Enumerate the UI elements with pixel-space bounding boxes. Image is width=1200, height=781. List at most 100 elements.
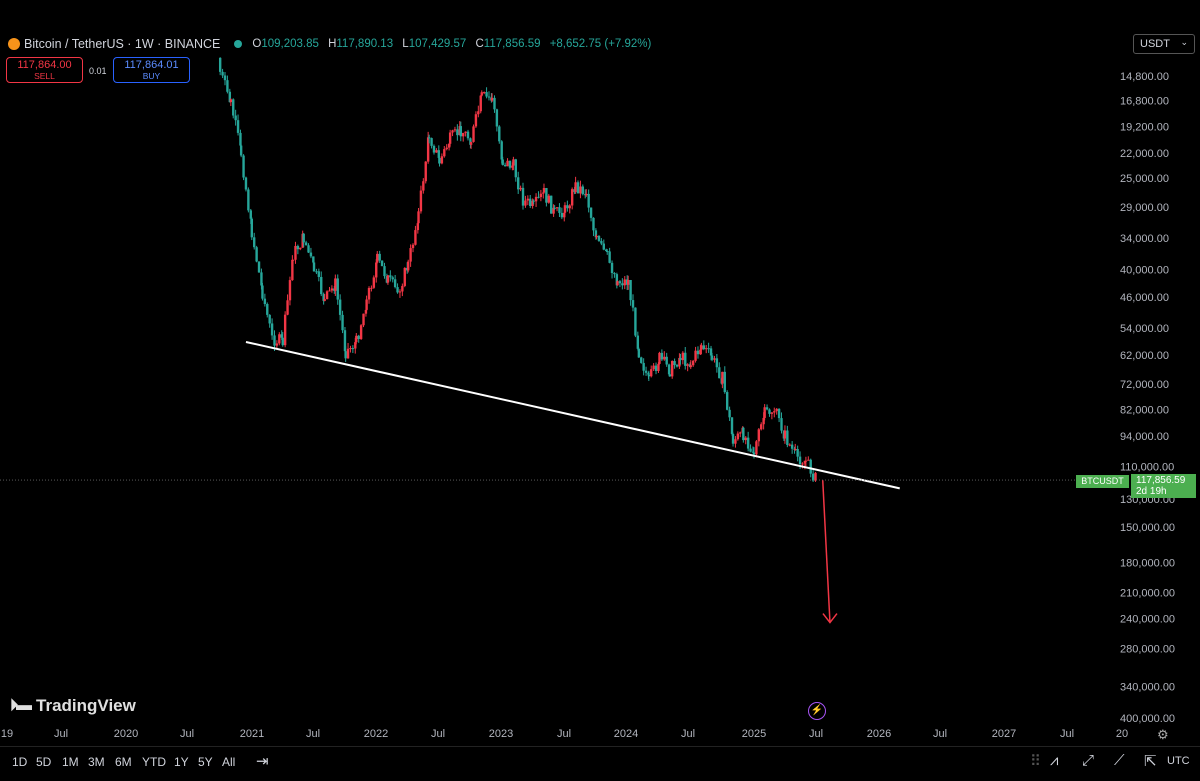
candle[interactable]: [691, 359, 695, 367]
candle[interactable]: [768, 408, 771, 417]
candle[interactable]: [519, 185, 522, 192]
candle[interactable]: [275, 340, 279, 350]
candle[interactable]: [364, 309, 368, 317]
candle[interactable]: [600, 238, 603, 246]
candle[interactable]: [330, 285, 334, 293]
candle[interactable]: [493, 95, 496, 113]
candle[interactable]: [807, 456, 810, 461]
candle[interactable]: [560, 207, 564, 220]
candle[interactable]: [623, 276, 626, 290]
candle[interactable]: [581, 184, 585, 196]
candle[interactable]: [775, 408, 778, 415]
candle[interactable]: [542, 183, 546, 193]
candle[interactable]: [407, 259, 410, 273]
candle[interactable]: [325, 290, 329, 300]
candle[interactable]: [579, 180, 582, 199]
candle[interactable]: [618, 280, 622, 288]
candle[interactable]: [742, 426, 745, 443]
candle[interactable]: [229, 98, 233, 107]
candle[interactable]: [261, 282, 264, 301]
candle[interactable]: [783, 425, 787, 444]
candle[interactable]: [721, 371, 724, 389]
symbol-title[interactable]: Bitcoin / TetherUS · 1W · BINANCE: [24, 37, 221, 51]
candle[interactable]: [236, 114, 240, 136]
candle[interactable]: [696, 346, 700, 359]
candle[interactable]: [386, 275, 390, 285]
candle[interactable]: [286, 294, 289, 316]
candle[interactable]: [250, 217, 254, 241]
candle[interactable]: [731, 432, 735, 447]
candle[interactable]: [424, 161, 427, 184]
candle[interactable]: [684, 347, 687, 370]
candle[interactable]: [615, 272, 619, 289]
candle[interactable]: [757, 428, 761, 447]
candle[interactable]: [765, 404, 769, 411]
candle[interactable]: [427, 134, 431, 144]
candle[interactable]: [294, 241, 297, 264]
candle[interactable]: [426, 131, 430, 164]
candle[interactable]: [531, 198, 534, 209]
candle[interactable]: [464, 131, 467, 137]
candle[interactable]: [694, 346, 697, 363]
candle[interactable]: [253, 232, 256, 250]
candle[interactable]: [375, 259, 378, 283]
candle[interactable]: [652, 363, 655, 372]
candle[interactable]: [469, 141, 473, 149]
candle[interactable]: [341, 310, 344, 334]
candle[interactable]: [409, 244, 412, 267]
candle[interactable]: [730, 417, 734, 436]
timeframe-3m[interactable]: 3M: [88, 755, 105, 769]
candle[interactable]: [495, 108, 499, 132]
candle[interactable]: [610, 260, 614, 279]
candle[interactable]: [597, 235, 601, 242]
candle[interactable]: [667, 363, 671, 376]
candle[interactable]: [553, 205, 556, 210]
candle[interactable]: [594, 228, 598, 240]
candle[interactable]: [315, 268, 318, 275]
candle[interactable]: [448, 129, 452, 147]
candle[interactable]: [537, 191, 540, 199]
candle[interactable]: [503, 162, 507, 167]
candle[interactable]: [376, 251, 379, 264]
candle[interactable]: [751, 446, 755, 453]
candle[interactable]: [512, 156, 515, 171]
candle[interactable]: [760, 422, 763, 431]
trendline[interactable]: [245, 340, 900, 490]
candle[interactable]: [226, 75, 229, 94]
indicator-pattern-icon[interactable]: ⩘: [1050, 752, 1059, 769]
candle[interactable]: [621, 278, 624, 290]
candle[interactable]: [728, 406, 731, 421]
candle[interactable]: [447, 143, 451, 151]
candle[interactable]: [547, 193, 550, 204]
candle[interactable]: [700, 342, 703, 355]
candle[interactable]: [689, 360, 692, 370]
candle[interactable]: [715, 354, 719, 373]
candle[interactable]: [482, 91, 486, 95]
timeframe-1y[interactable]: 1Y: [174, 755, 189, 769]
candle[interactable]: [668, 369, 671, 377]
candle[interactable]: [736, 431, 740, 441]
candle[interactable]: [702, 340, 706, 351]
candle[interactable]: [291, 255, 294, 281]
candle[interactable]: [474, 111, 478, 128]
candle[interactable]: [521, 182, 525, 210]
candle[interactable]: [658, 351, 661, 365]
candle[interactable]: [563, 202, 567, 215]
candle[interactable]: [678, 353, 681, 369]
candle[interactable]: [686, 363, 689, 372]
lightning-icon[interactable]: ⚡: [808, 702, 826, 720]
candle[interactable]: [514, 158, 517, 182]
candle[interactable]: [411, 243, 415, 253]
candle[interactable]: [403, 267, 406, 288]
candle[interactable]: [705, 345, 708, 354]
candle[interactable]: [391, 275, 394, 283]
candle[interactable]: [606, 249, 609, 255]
candle[interactable]: [566, 200, 569, 212]
candle[interactable]: [355, 333, 358, 345]
candle[interactable]: [263, 293, 267, 307]
downtrend-arrow[interactable]: [821, 480, 838, 624]
candle[interactable]: [516, 171, 520, 194]
candle[interactable]: [393, 274, 397, 289]
candle[interactable]: [707, 342, 710, 353]
